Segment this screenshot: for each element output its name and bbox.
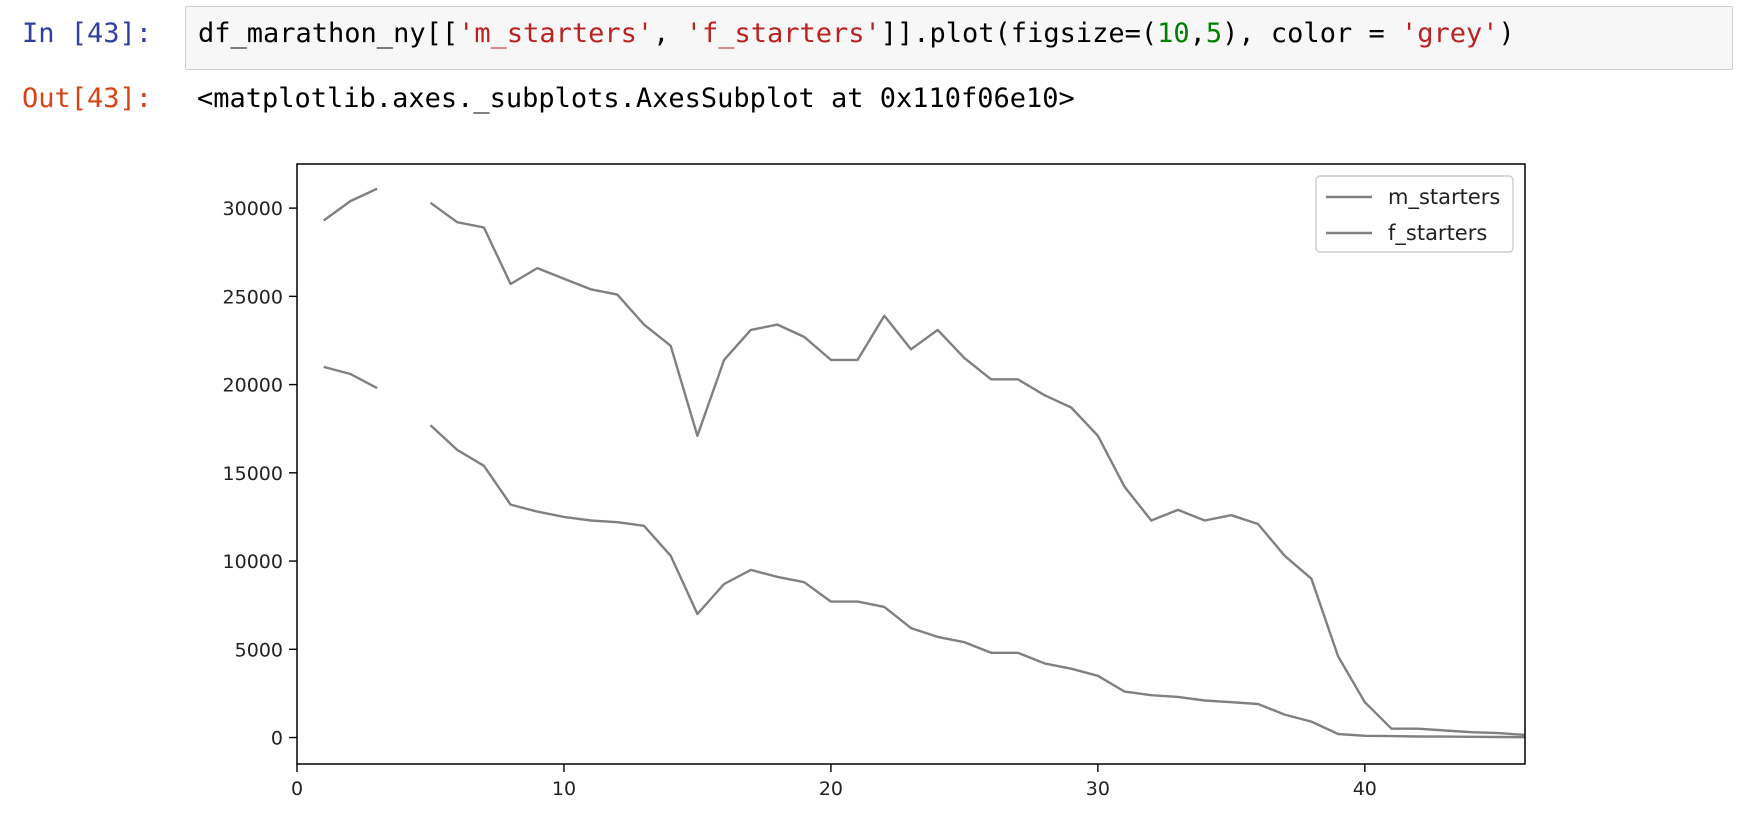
- x-tick-label: 40: [1353, 778, 1377, 800]
- output-prompt: Out[43]:: [22, 83, 153, 114]
- code-token: ,: [1189, 18, 1206, 49]
- y-tick-label: 20000: [223, 375, 283, 397]
- y-tick-label: 25000: [223, 286, 283, 308]
- y-tick-label: 0: [271, 728, 283, 750]
- x-tick-label: 0: [291, 778, 303, 800]
- x-tick-label: 20: [819, 778, 843, 800]
- legend-label: f_starters: [1388, 221, 1487, 246]
- code-token: df_marathon_ny[[: [198, 18, 459, 49]
- axes-frame: [296, 163, 1526, 765]
- code-token: ,: [653, 18, 686, 49]
- y-tick-label: 5000: [235, 639, 283, 661]
- x-tick-label: 30: [1086, 778, 1110, 800]
- code-token: 5: [1205, 18, 1223, 49]
- y-tick-label: 30000: [223, 198, 283, 220]
- code-token: 'grey': [1400, 18, 1499, 49]
- code-token: 'f_starters': [685, 18, 881, 49]
- series-line-f_starters: [323, 365, 1525, 739]
- input-prompt: In [43]:: [22, 18, 153, 49]
- y-tick-label: 10000: [223, 551, 283, 573]
- output-text: <matplotlib.axes._subplots.AxesSubplot a…: [197, 83, 1075, 114]
- code-token: ), color =: [1222, 18, 1401, 49]
- series-line-m_starters: [322, 187, 1525, 737]
- x-tick-label: 10: [552, 778, 576, 800]
- code-input-cell[interactable]: df_marathon_ny[['m_starters', 'f_starter…: [185, 6, 1733, 70]
- code-token: ]].plot(figsize=(: [880, 18, 1158, 49]
- code-token: 10: [1157, 18, 1190, 49]
- legend-label: m_starters: [1388, 185, 1500, 210]
- code-token: 'm_starters': [458, 18, 654, 49]
- code-line: df_marathon_ny[['m_starters', 'f_starter…: [198, 18, 1515, 49]
- y-tick-label: 15000: [223, 463, 283, 485]
- code-token: ): [1498, 18, 1515, 49]
